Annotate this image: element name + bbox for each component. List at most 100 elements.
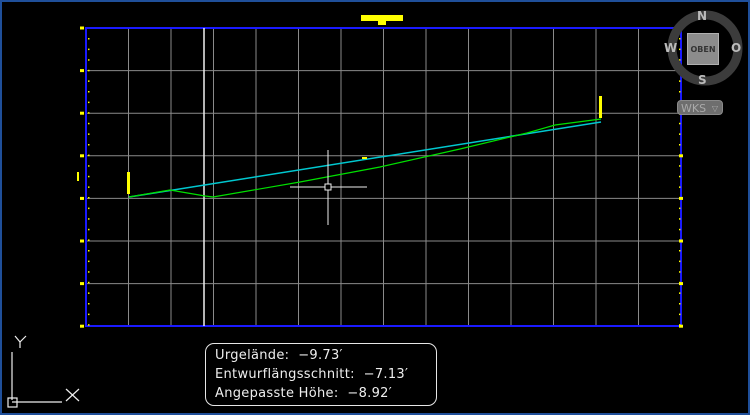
minor-tick xyxy=(88,324,90,326)
viewcube-top-label: OBEN xyxy=(690,44,716,54)
minor-tick xyxy=(679,133,681,135)
elevation-tick xyxy=(80,239,84,243)
elevation-tick xyxy=(80,26,84,30)
elevation-tick xyxy=(679,282,683,286)
minor-tick xyxy=(88,239,90,241)
elevation-tick xyxy=(679,239,683,243)
compass-south[interactable]: S xyxy=(698,73,707,87)
minor-tick xyxy=(679,313,681,316)
minor-tick xyxy=(679,260,681,263)
elevation-tick xyxy=(80,154,84,158)
profile-grid xyxy=(85,27,682,327)
minor-tick xyxy=(679,281,681,284)
title-marker xyxy=(378,21,386,25)
minor-tick xyxy=(88,165,90,167)
minor-tick xyxy=(88,313,90,316)
minor-tick xyxy=(679,38,681,40)
minor-tick xyxy=(679,303,681,305)
viewcube-top-face[interactable]: OBEN xyxy=(687,33,719,65)
tooltip-label: Angepasste Höhe: xyxy=(215,386,339,401)
minor-tick xyxy=(88,101,90,104)
minor-tick xyxy=(88,144,90,146)
minor-tick xyxy=(679,154,681,157)
ucs-icon xyxy=(7,335,80,408)
compass-west[interactable]: W xyxy=(664,41,678,55)
tooltip-row-existing-ground: Urgelände: −9.73′ xyxy=(215,346,436,365)
elevation-tick xyxy=(80,324,84,328)
elevation-tick xyxy=(80,196,84,200)
tooltip-label: Entwurflängsschnitt: xyxy=(215,367,355,382)
compass-north[interactable]: N xyxy=(697,9,708,23)
minor-tick xyxy=(88,59,90,61)
minor-tick xyxy=(679,218,681,220)
minor-tick xyxy=(88,228,90,231)
minor-tick xyxy=(88,154,90,157)
minor-tick xyxy=(679,324,681,326)
minor-tick xyxy=(88,260,90,263)
minor-tick xyxy=(88,250,90,252)
minor-tick xyxy=(88,175,90,178)
minor-tick xyxy=(679,239,681,241)
minor-tick xyxy=(679,250,681,252)
compass-east[interactable]: O xyxy=(731,41,742,55)
minor-tick xyxy=(679,207,681,210)
tooltip-row-design-profile: Entwurflängsschnitt: −7.13′ xyxy=(215,365,436,384)
minor-tick xyxy=(679,59,681,61)
elevation-tick xyxy=(80,69,84,73)
minor-tick xyxy=(88,271,90,273)
minor-tick xyxy=(679,292,681,294)
minor-tick xyxy=(679,228,681,231)
minor-tick xyxy=(679,186,681,188)
tooltip-value: −7.13′ xyxy=(363,367,409,382)
elevation-tick xyxy=(679,196,683,200)
elevation-tick xyxy=(679,154,683,158)
minor-tick xyxy=(88,281,90,284)
existing-ground-profile[interactable] xyxy=(128,121,602,198)
minor-tick xyxy=(679,197,681,199)
minor-tick xyxy=(88,91,90,93)
tooltip-label: Urgelände: xyxy=(215,348,290,363)
minor-tick xyxy=(679,80,681,82)
minor-tick xyxy=(679,165,681,167)
profile-view-frame[interactable] xyxy=(85,27,682,327)
minor-tick xyxy=(88,218,90,220)
left-marker xyxy=(77,172,79,181)
profile-view-title[interactable] xyxy=(361,15,403,21)
profile-elevation-tooltip: Urgelände: −9.73′ Entwurflängsschnitt: −… xyxy=(205,343,437,406)
minor-tick xyxy=(679,48,681,51)
minor-tick xyxy=(88,112,90,114)
minor-tick xyxy=(679,91,681,93)
tooltip-value: −8.92′ xyxy=(347,386,392,401)
minor-tick xyxy=(88,197,90,199)
tooltip-value: −9.73′ xyxy=(298,348,343,363)
mid-marker xyxy=(362,157,367,159)
minor-tick xyxy=(88,303,90,305)
minor-tick xyxy=(679,144,681,146)
minor-tick xyxy=(88,133,90,135)
minor-tick xyxy=(88,48,90,51)
minor-tick xyxy=(679,271,681,273)
ucs-menu-button[interactable]: WKS ▽ xyxy=(677,100,723,115)
elevation-tick xyxy=(80,282,84,286)
viewcube-compass-ring[interactable] xyxy=(667,10,743,86)
start-marker xyxy=(127,172,130,194)
end-marker xyxy=(599,96,602,118)
frame-ticks xyxy=(80,26,683,328)
minor-tick xyxy=(88,207,90,210)
elevation-tick xyxy=(679,324,683,328)
minor-tick xyxy=(88,292,90,294)
minor-tick xyxy=(88,38,90,40)
design-profile[interactable] xyxy=(128,118,602,198)
chevron-down-icon: ▽ xyxy=(711,104,718,113)
minor-tick xyxy=(679,175,681,178)
ucs-menu-label: WKS xyxy=(681,102,707,115)
minor-tick xyxy=(679,122,681,125)
minor-tick xyxy=(88,80,90,82)
minor-tick xyxy=(88,69,90,72)
elevation-tick xyxy=(80,111,84,115)
minor-tick xyxy=(88,122,90,125)
tooltip-row-adjusted-elevation: Angepasste Höhe: −8.92′ xyxy=(215,384,436,403)
minor-tick xyxy=(88,186,90,188)
